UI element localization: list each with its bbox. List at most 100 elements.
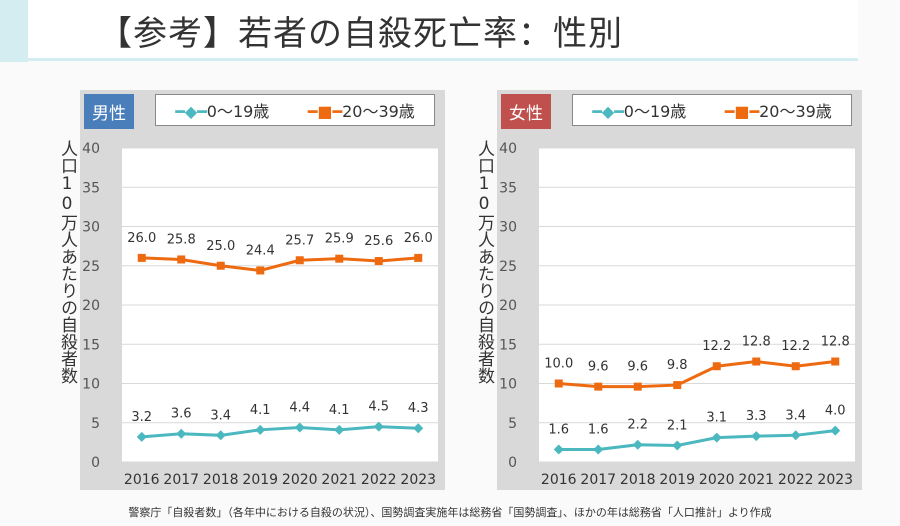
data-point <box>177 255 186 264</box>
data-point <box>136 431 147 442</box>
y-tick-label: 20 <box>82 298 100 314</box>
data-point <box>373 421 384 432</box>
data-label: 24.4 <box>246 243 275 258</box>
x-tick-label: 2023 <box>817 472 853 488</box>
data-label: 4.3 <box>408 401 429 416</box>
x-tick-label: 2020 <box>282 472 318 488</box>
legend-item: ━■━20〜39歳 <box>724 102 832 121</box>
data-label: 12.2 <box>781 339 810 354</box>
data-point <box>751 431 762 442</box>
title-bar: 【参考】若者の自殺死亡率：性別 <box>28 0 858 61</box>
data-label: 2.1 <box>667 419 688 434</box>
data-point <box>295 256 304 265</box>
x-tick-label: 2019 <box>242 472 278 488</box>
legend-item: ━◆━0〜19歳 <box>592 102 687 121</box>
y-tick-label: 30 <box>499 220 517 236</box>
legend-item: ━◆━0〜19歳 <box>175 102 270 121</box>
data-label: 4.1 <box>329 403 350 418</box>
x-tick-label: 2017 <box>163 472 199 488</box>
data-point <box>712 362 721 371</box>
x-tick-label: 2018 <box>203 472 239 488</box>
data-point <box>137 253 146 262</box>
chart-male: 男性 ━◆━0〜19歳 ━■━20〜39歳 0 5 10 15 20 25 30 35 40 20… <box>80 90 445 490</box>
data-point <box>632 439 643 450</box>
series-line <box>141 256 419 272</box>
data-label: 25.0 <box>206 239 235 254</box>
data-label: 3.4 <box>785 408 806 423</box>
data-point <box>256 266 265 275</box>
data-label: 25.6 <box>364 234 393 249</box>
x-tick-label: 2016 <box>541 472 577 488</box>
y-tick-label: 40 <box>499 141 517 157</box>
data-point <box>830 425 841 436</box>
y-tick-label: 25 <box>499 259 517 275</box>
x-tick-label: 2023 <box>400 472 436 488</box>
y-tick-label: 0 <box>91 455 100 471</box>
y-tick-label: 40 <box>82 141 100 157</box>
data-label: 1.6 <box>548 422 569 437</box>
data-point <box>633 382 642 391</box>
data-point <box>831 357 840 366</box>
badge-female: 女性 <box>501 94 551 129</box>
y-tick-label: 25 <box>82 259 100 275</box>
data-label: 26.0 <box>404 231 433 246</box>
data-label: 26.0 <box>127 231 156 246</box>
x-tick-label: 2016 <box>124 472 160 488</box>
y-tick-label: 30 <box>82 220 100 236</box>
y-tick-label: 15 <box>82 337 100 353</box>
data-label: 3.1 <box>706 411 727 426</box>
data-label: 4.0 <box>825 404 846 419</box>
data-label: 25.8 <box>167 232 196 247</box>
data-label: 3.4 <box>210 408 231 423</box>
y-axis-label: 人口10万人あたりの自殺者数 <box>57 140 77 384</box>
data-point <box>255 424 266 435</box>
y-tick-label: 5 <box>508 416 517 432</box>
accent-band <box>0 0 28 62</box>
x-tick-label: 2018 <box>620 472 656 488</box>
x-tick-label: 2017 <box>580 472 616 488</box>
data-label: 9.8 <box>667 358 688 373</box>
y-tick-label: 20 <box>499 298 517 314</box>
data-label: 4.1 <box>250 403 271 418</box>
y-tick-label: 35 <box>499 180 517 196</box>
series-line <box>558 429 836 451</box>
data-point <box>176 428 187 439</box>
data-point <box>374 257 383 266</box>
data-label: 12.8 <box>742 335 771 350</box>
data-point <box>216 261 225 270</box>
legend: ━◆━0〜19歳 ━■━20〜39歳 <box>572 94 852 126</box>
data-label: 3.2 <box>131 410 152 425</box>
x-tick-label: 2021 <box>738 472 774 488</box>
data-point <box>594 382 603 391</box>
x-tick-label: 2022 <box>778 472 814 488</box>
x-tick-label: 2020 <box>699 472 735 488</box>
data-point <box>672 440 683 451</box>
data-point <box>711 432 722 443</box>
y-tick-label: 5 <box>91 416 100 432</box>
badge-male: 男性 <box>84 94 134 129</box>
y-tick-label: 10 <box>499 377 517 393</box>
x-tick-label: 2022 <box>361 472 397 488</box>
data-point <box>294 422 305 433</box>
data-label: 9.6 <box>627 360 648 375</box>
data-point <box>554 379 563 388</box>
data-point <box>593 444 604 455</box>
data-label: 1.6 <box>588 422 609 437</box>
data-label: 12.8 <box>821 335 850 350</box>
data-point <box>215 430 226 441</box>
source-note: 警察庁「自殺者数」（各年中における自殺の状況）、国勢調査実施年は総務省「国勢調査… <box>128 506 772 519</box>
x-tick-label: 2019 <box>659 472 695 488</box>
y-axis-label: 人口10万人あたりの自殺者数 <box>474 140 494 384</box>
data-label: 3.3 <box>746 409 767 424</box>
data-point <box>335 254 344 263</box>
series-line <box>141 425 419 439</box>
series-line <box>558 360 836 389</box>
y-tick-label: 35 <box>82 180 100 196</box>
data-label: 10.0 <box>544 357 573 372</box>
chart-female: 女性 ━◆━0〜19歳 ━■━20〜39歳 0 5 10 15 20 25 30 35 40 20… <box>497 90 862 490</box>
data-label: 9.6 <box>588 360 609 375</box>
data-point <box>752 357 761 366</box>
data-point <box>673 381 682 390</box>
data-point <box>334 424 345 435</box>
legend-item: ━■━20〜39歳 <box>307 102 415 121</box>
